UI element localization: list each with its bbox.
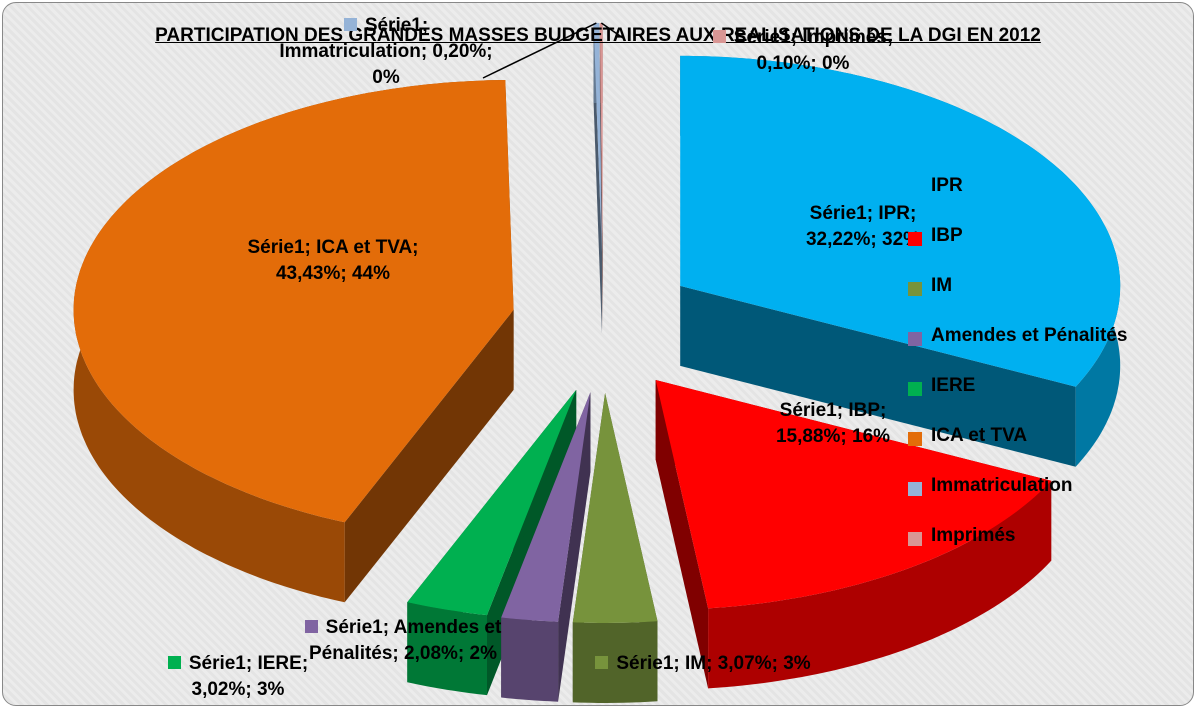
legend-key [908,432,922,446]
data-label: Série1; IBP; 15,88%; 16% [748,398,918,450]
slice [599,23,603,253]
data-label-text: Série1; IPR; 32,22%; 32% [805,203,921,250]
slice-side [708,480,1052,689]
data-label-text: Série1; IERE; 3,02%; 3% [188,653,309,700]
data-label-text: Série1; Amendes et Pénalités; 2,08%; 2% [309,617,502,664]
legend-label: Imprimés [931,525,1016,546]
slice-side [407,602,487,696]
leader-line [600,22,624,39]
data-label: Série1; ICA et TVA; 43,43%; 44% [228,235,438,287]
legend-key [908,532,922,546]
data-label: Série1; Imprimés; 0,10%; 0% [683,25,923,77]
slice [572,393,658,623]
legend-label: IM [931,275,953,296]
data-label-text: Série1; IM; 3,07%; 3% [616,653,811,674]
data-label: Série1; Amendes et Pénalités; 2,08%; 2% [273,615,533,667]
slice [593,23,602,253]
legend-key [908,382,922,396]
label-key [304,620,318,633]
data-label-text: Série1; Imprimés; 0,10%; 0% [733,27,894,74]
legend-key [908,232,922,246]
legend-label: IERE [931,375,976,396]
leader-line [482,22,597,79]
legend-key [908,482,922,496]
data-label-text: Série1; Immatriculation; 0,20%; 0% [279,15,493,88]
slice-side [501,617,559,702]
slice [655,380,1052,609]
data-label: Série1; IERE; 3,02%; 3% [138,651,338,703]
slice-wall [344,309,514,603]
legend-key [908,182,922,196]
slice [407,389,577,616]
legend-key [908,332,922,346]
legend-key [908,282,922,296]
slice [680,55,1121,387]
slice [501,392,591,622]
legend-label: IPR [931,175,963,196]
legend-label: Amendes et Pénalités [931,325,1128,346]
data-label-text: Série1; IBP; 15,88%; 16% [775,400,891,447]
slice-wall [655,380,709,689]
label-key [595,656,609,669]
chart-title: PARTICIPATION DES GRANDES MASSES BUDGETA… [155,25,1041,46]
slice-wall [680,285,1076,467]
plot [73,22,1121,703]
legend-label: Immatriculation [931,475,1073,496]
data-label: Série1; IPR; 32,22%; 32% [773,201,953,253]
legend-label: ICA et TVA [931,425,1028,446]
data-label-text: Série1; ICA et TVA; 43,43%; 44% [247,237,419,284]
slice [73,80,514,523]
label-key [167,656,181,669]
legend-label: IBP [931,225,963,246]
slice-side [572,621,658,703]
label-key [343,18,357,31]
data-label: Série1; Immatriculation; 0,20%; 0% [271,13,501,91]
data-label: Série1; IM; 3,07%; 3% [588,651,818,677]
label-key [712,30,726,43]
